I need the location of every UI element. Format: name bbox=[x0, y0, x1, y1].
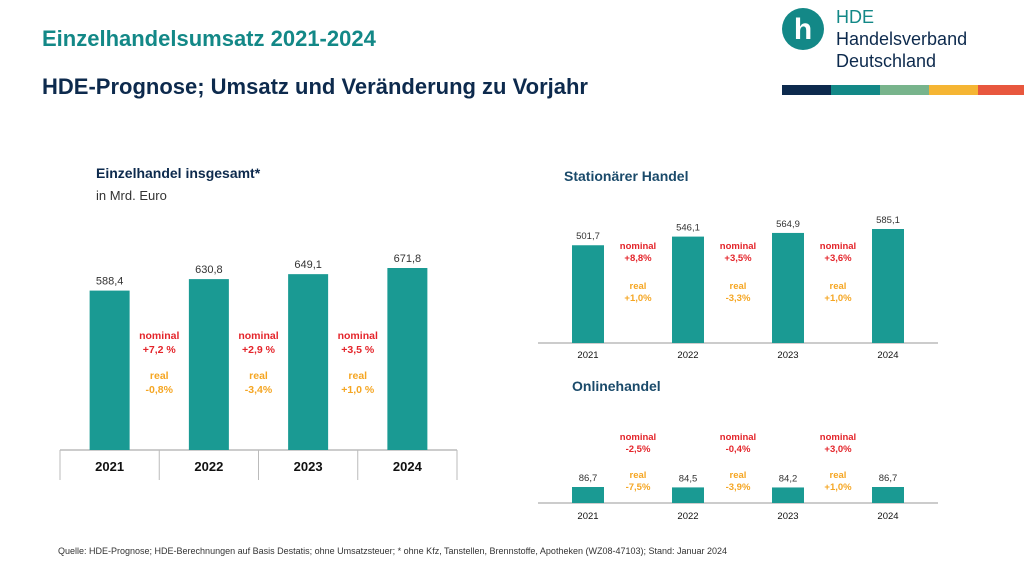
data-label: 84,5 bbox=[679, 473, 698, 484]
real-label: real bbox=[830, 470, 847, 481]
bar-2022 bbox=[672, 487, 704, 503]
source-footnote: Quelle: HDE-Prognose; HDE-Berechnungen a… bbox=[58, 546, 728, 556]
nominal-label: nominal bbox=[820, 241, 856, 252]
category-label: 2024 bbox=[877, 350, 898, 361]
real-change-value: +1,0 % bbox=[341, 384, 375, 396]
hde-logo-mark: h bbox=[782, 8, 824, 50]
category-label: 2022 bbox=[194, 459, 223, 474]
bar-2024 bbox=[872, 487, 904, 503]
real-label: real bbox=[730, 281, 747, 292]
category-label: 2023 bbox=[777, 350, 798, 361]
category-label: 2021 bbox=[577, 350, 598, 361]
bar-2022 bbox=[188, 279, 229, 450]
stripe-segment bbox=[831, 85, 880, 95]
logo-text-deutschland: Deutschland bbox=[836, 51, 937, 71]
real-change-value: +1,0% bbox=[824, 482, 852, 493]
real-change-value: +1,0% bbox=[624, 293, 652, 304]
nominal-change-value: +8,8% bbox=[624, 253, 652, 264]
data-label: 546,1 bbox=[676, 223, 700, 234]
category-label: 2024 bbox=[393, 459, 423, 474]
data-label: 585,1 bbox=[876, 215, 900, 226]
bar-2021 bbox=[572, 487, 604, 503]
category-label: 2023 bbox=[294, 459, 323, 474]
data-label: 649,1 bbox=[294, 259, 322, 271]
bar-2021 bbox=[89, 290, 130, 450]
data-label: 671,8 bbox=[394, 253, 422, 265]
real-label: real bbox=[730, 470, 747, 481]
data-label: 564,9 bbox=[776, 219, 800, 230]
bar-2023 bbox=[288, 274, 329, 450]
real-change-value: -3,9% bbox=[726, 482, 751, 493]
data-label: 84,2 bbox=[779, 473, 798, 484]
data-label: 86,7 bbox=[579, 473, 598, 484]
stripe-segment bbox=[782, 85, 831, 95]
category-label: 2022 bbox=[677, 511, 698, 522]
nominal-label: nominal bbox=[720, 241, 756, 252]
bar-2023 bbox=[772, 487, 804, 503]
nominal-change-value: -0,4% bbox=[726, 444, 751, 455]
nominal-change-value: -2,5% bbox=[626, 444, 651, 455]
nominal-change-value: +3,5 % bbox=[341, 344, 375, 356]
nominal-label: nominal bbox=[820, 432, 856, 443]
category-label: 2023 bbox=[777, 511, 798, 522]
real-label: real bbox=[348, 370, 367, 382]
logo-text-hde: HDE bbox=[836, 7, 875, 27]
real-change-value: +1,0% bbox=[824, 293, 852, 304]
nominal-label: nominal bbox=[720, 432, 756, 443]
nominal-change-value: +3,0% bbox=[824, 444, 852, 455]
bar-2024 bbox=[872, 229, 904, 343]
category-label: 2024 bbox=[877, 511, 898, 522]
brand-color-stripe bbox=[782, 85, 1024, 95]
data-label: 588,4 bbox=[96, 276, 124, 288]
chart-unit-label: in Mrd. Euro bbox=[96, 188, 167, 203]
stripe-segment bbox=[880, 85, 929, 95]
data-label: 630,8 bbox=[195, 264, 223, 276]
nominal-label: nominal bbox=[620, 241, 656, 252]
nominal-label: nominal bbox=[139, 330, 179, 342]
bar-2022 bbox=[672, 236, 704, 343]
real-label: real bbox=[830, 281, 847, 292]
real-change-value: -7,5% bbox=[626, 482, 651, 493]
bar-2021 bbox=[572, 245, 604, 343]
bar-2023 bbox=[772, 232, 804, 343]
category-label: 2021 bbox=[577, 511, 598, 522]
real-label: real bbox=[630, 281, 647, 292]
stripe-segment bbox=[929, 85, 978, 95]
chart-title: Stationärer Handel bbox=[564, 168, 688, 184]
chart-title: Einzelhandel insgesamt* bbox=[96, 165, 261, 181]
logo-text-handelsverband: Handelsverband bbox=[836, 29, 968, 49]
nominal-change-value: +7,2 % bbox=[143, 344, 177, 356]
stripe-segment bbox=[978, 85, 1024, 95]
real-change-value: -0,8% bbox=[146, 384, 174, 396]
nominal-change-value: +2,9 % bbox=[242, 344, 276, 356]
category-label: 2022 bbox=[677, 350, 698, 361]
bar-2024 bbox=[387, 268, 428, 450]
nominal-label: nominal bbox=[238, 330, 278, 342]
real-change-value: -3,4% bbox=[245, 384, 273, 396]
nominal-label: nominal bbox=[620, 432, 656, 443]
logo-mark-letter: h bbox=[794, 13, 812, 46]
chart-title: Onlinehandel bbox=[572, 378, 661, 394]
nominal-change-value: +3,6% bbox=[824, 253, 852, 264]
real-label: real bbox=[630, 470, 647, 481]
real-label: real bbox=[249, 370, 268, 382]
data-label: 86,7 bbox=[879, 473, 898, 484]
data-label: 501,7 bbox=[576, 231, 600, 242]
category-label: 2021 bbox=[95, 459, 124, 474]
real-label: real bbox=[150, 370, 169, 382]
nominal-label: nominal bbox=[338, 330, 378, 342]
real-change-value: -3,3% bbox=[726, 293, 751, 304]
page-subtitle: HDE-Prognose; Umsatz und Veränderung zu … bbox=[42, 74, 588, 99]
page-title: Einzelhandelsumsatz 2021-2024 bbox=[42, 26, 376, 51]
nominal-change-value: +3,5% bbox=[724, 253, 752, 264]
